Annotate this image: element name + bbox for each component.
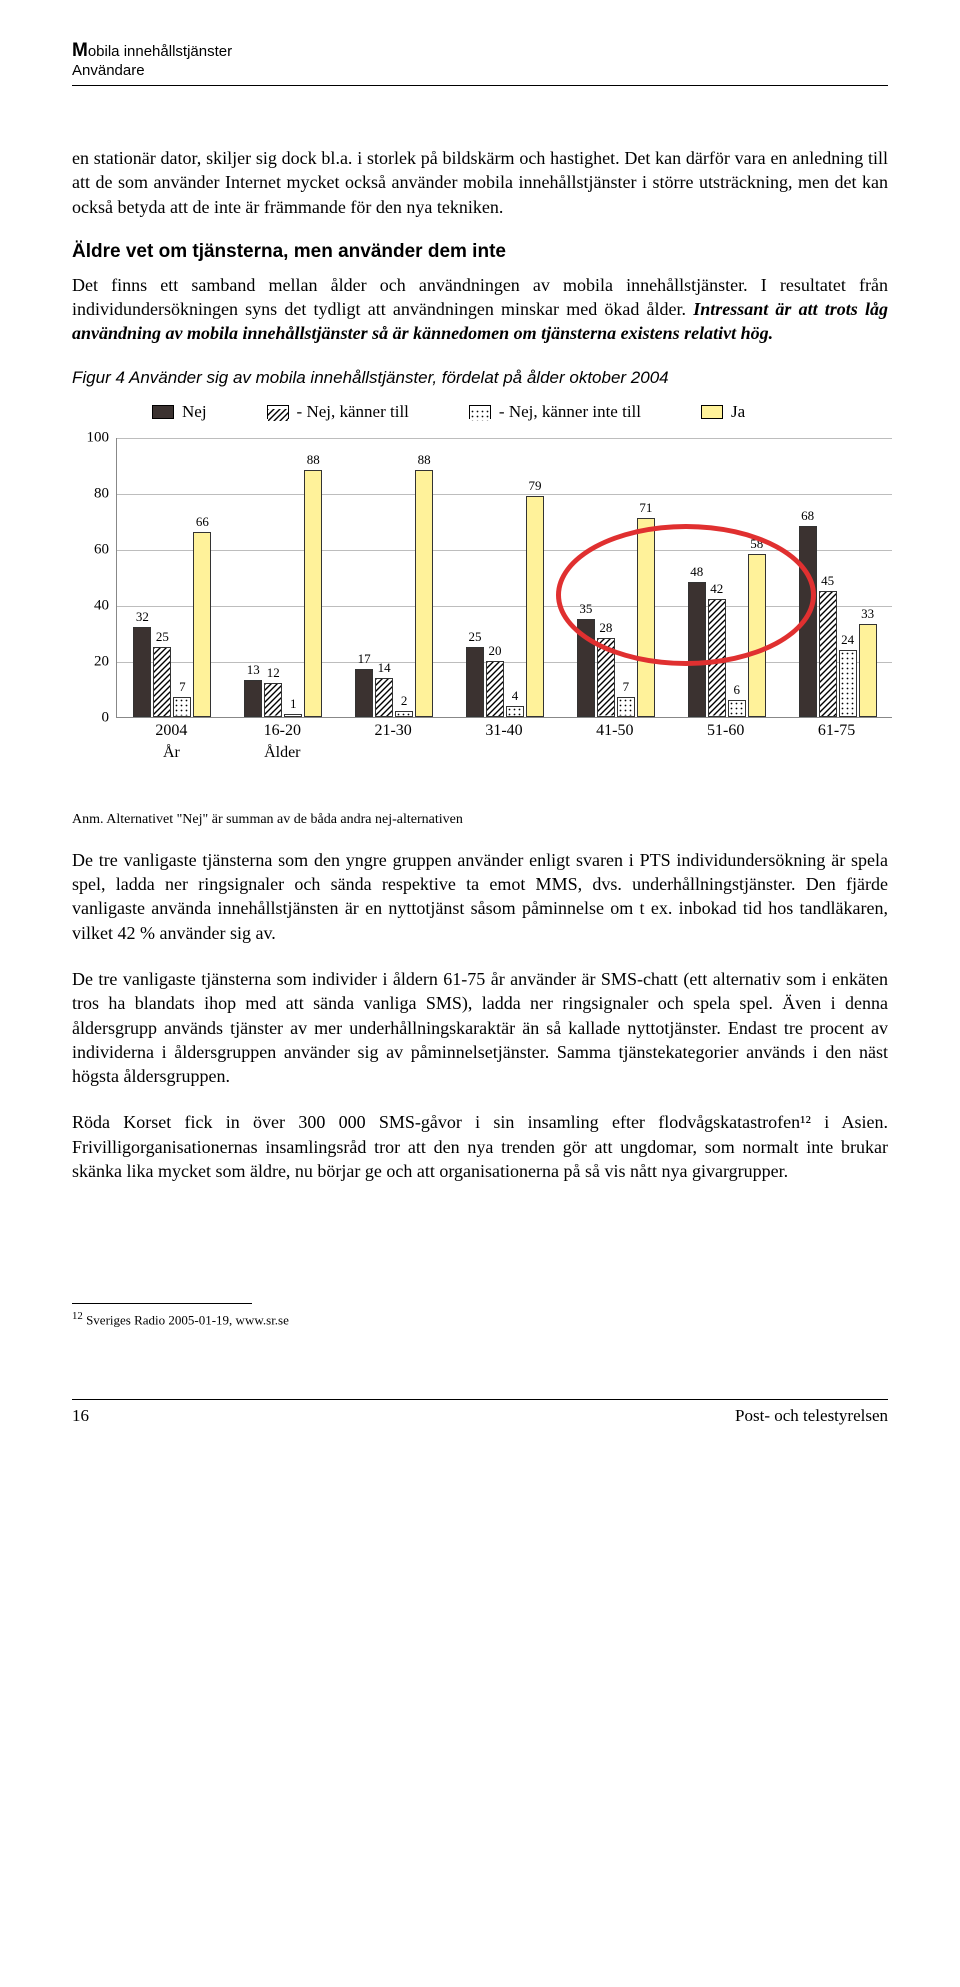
bar-value-label: 14 bbox=[378, 660, 391, 676]
bar-value-label: 17 bbox=[358, 651, 371, 667]
gridline bbox=[117, 438, 892, 439]
legend-label-ja: Ja bbox=[731, 402, 745, 422]
y-tick-label: 80 bbox=[94, 485, 117, 502]
bar-value-label: 24 bbox=[841, 632, 854, 648]
bar bbox=[728, 700, 746, 717]
legend-item-nej-inte-till: - Nej, känner inte till bbox=[469, 402, 641, 422]
page-number: 16 bbox=[72, 1406, 89, 1426]
bar bbox=[859, 624, 877, 716]
legend-item-nej: Nej bbox=[152, 402, 207, 422]
paragraph-4: De tre vanligaste tjänsterna som individ… bbox=[72, 967, 888, 1088]
header-title-initial: M bbox=[72, 40, 88, 61]
x-category-label: 31-40 bbox=[485, 722, 522, 740]
bar bbox=[193, 532, 211, 717]
bar-value-label: 7 bbox=[179, 679, 186, 695]
x-category-label: 51-60 bbox=[707, 722, 744, 740]
legend-swatch-ja bbox=[701, 405, 723, 419]
legend-swatch-nej-inte-till bbox=[469, 405, 491, 419]
footnote-rule bbox=[72, 1303, 252, 1304]
footnote: 12 Sveriges Radio 2005-01-19, www.sr.se bbox=[72, 1310, 888, 1328]
legend-item-ja: Ja bbox=[701, 402, 745, 422]
header-subtitle: Användare bbox=[72, 62, 888, 79]
bar-value-label: 12 bbox=[267, 665, 280, 681]
footnote-number: 12 bbox=[72, 1310, 83, 1322]
bar bbox=[264, 683, 282, 717]
y-tick-label: 0 bbox=[102, 709, 118, 726]
bar-value-label: 45 bbox=[821, 573, 834, 589]
bar-value-label: 32 bbox=[136, 609, 149, 625]
footer-org: Post- och telestyrelsen bbox=[735, 1406, 888, 1426]
bar-value-label: 4 bbox=[512, 688, 519, 704]
paragraph-2: Det finns ett samband mellan ålder och a… bbox=[72, 273, 888, 346]
bar-value-label: 88 bbox=[307, 452, 320, 468]
bar-value-label: 6 bbox=[733, 682, 740, 698]
y-tick-label: 100 bbox=[87, 429, 118, 446]
gridline bbox=[117, 662, 892, 663]
bar bbox=[395, 711, 413, 717]
bar-value-label: 7 bbox=[623, 679, 630, 695]
paragraph-5: Röda Korset fick in över 300 000 SMS-gåv… bbox=[72, 1110, 888, 1183]
x-category-label: 41-50 bbox=[596, 722, 633, 740]
header-title-rest: obila innehållstjänster bbox=[88, 43, 232, 60]
paragraph-intro: en stationär dator, skiljer sig dock bl.… bbox=[72, 146, 888, 219]
bar bbox=[355, 669, 373, 717]
bar-value-label: 13 bbox=[247, 662, 260, 678]
x-category-label: 61-75 bbox=[818, 722, 855, 740]
section-heading: Äldre vet om tjänsterna, men använder de… bbox=[72, 241, 888, 263]
legend-swatch-nej bbox=[152, 405, 174, 419]
bar-value-label: 71 bbox=[639, 500, 652, 516]
y-tick-label: 40 bbox=[94, 597, 117, 614]
bar bbox=[466, 647, 484, 717]
chart-note: Anm. Alternativet "Nej" är summan av de … bbox=[72, 812, 888, 828]
footnote-text: Sveriges Radio 2005-01-19, www.sr.se bbox=[83, 1313, 289, 1328]
bar-value-label: 25 bbox=[469, 629, 482, 645]
bar bbox=[375, 678, 393, 717]
bar-value-label: 2 bbox=[401, 693, 408, 709]
bar bbox=[173, 697, 191, 717]
running-header: Mobila innehållstjänster Användare bbox=[72, 40, 888, 79]
bar-value-label: 88 bbox=[418, 452, 431, 468]
header-title: Mobila innehållstjänster bbox=[72, 40, 888, 62]
legend-item-nej-till: - Nej, känner till bbox=[267, 402, 409, 422]
bar-value-label: 1 bbox=[290, 696, 297, 712]
footer-rule bbox=[72, 1399, 888, 1400]
x-category-label: 21-30 bbox=[374, 722, 411, 740]
bar-value-label: 25 bbox=[156, 629, 169, 645]
bar-value-label: 20 bbox=[489, 643, 502, 659]
bar bbox=[526, 496, 544, 717]
bar bbox=[506, 706, 524, 717]
bar-value-label: 33 bbox=[861, 606, 874, 622]
legend-label-nej-till: - Nej, känner till bbox=[297, 402, 409, 422]
page-footer: 16 Post- och telestyrelsen bbox=[72, 1406, 888, 1426]
bar bbox=[133, 627, 151, 717]
bar bbox=[304, 470, 322, 716]
y-tick-label: 20 bbox=[94, 653, 117, 670]
legend-swatch-nej-till bbox=[267, 405, 289, 419]
bar bbox=[153, 647, 171, 717]
header-rule bbox=[72, 85, 888, 86]
bar bbox=[486, 661, 504, 717]
bar bbox=[839, 650, 857, 717]
bar bbox=[819, 591, 837, 717]
legend-label-nej-inte-till: - Nej, känner inte till bbox=[499, 402, 641, 422]
bar-chart: Nej - Nej, känner till - Nej, känner int… bbox=[72, 402, 892, 802]
gridline bbox=[117, 494, 892, 495]
bar bbox=[617, 697, 635, 717]
bar bbox=[244, 680, 262, 716]
x-category-sublabel: År bbox=[163, 744, 180, 762]
legend-label-nej: Nej bbox=[182, 402, 207, 422]
y-tick-label: 60 bbox=[94, 541, 117, 558]
paragraph-3: De tre vanligaste tjänsterna som den yng… bbox=[72, 848, 888, 945]
bar-value-label: 66 bbox=[196, 514, 209, 530]
x-category-label: 2004 bbox=[155, 722, 187, 740]
x-category-sublabel: Ålder bbox=[264, 744, 300, 762]
bar bbox=[284, 714, 302, 717]
highlight-ellipse bbox=[556, 524, 816, 666]
bar bbox=[415, 470, 433, 716]
bar-value-label: 79 bbox=[529, 478, 542, 494]
chart-legend: Nej - Nej, känner till - Nej, känner int… bbox=[152, 402, 745, 422]
figure-caption: Figur 4 Använder sig av mobila innehålls… bbox=[72, 368, 888, 388]
bar-value-label: 68 bbox=[801, 508, 814, 524]
x-category-label: 16-20 bbox=[264, 722, 301, 740]
